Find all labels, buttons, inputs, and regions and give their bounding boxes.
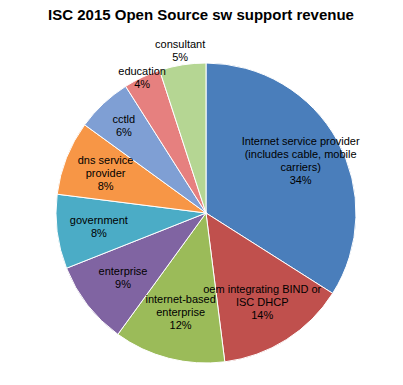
slice-label: government	[70, 214, 128, 226]
labels: Internet service provider(includes cable…	[70, 38, 360, 331]
slice-value-label: 12%	[170, 319, 192, 331]
slice-value-label: 6%	[116, 126, 132, 138]
slice-value-label: 8%	[91, 227, 107, 239]
slice-label: education	[118, 65, 166, 77]
slice-label: dns serviceprovider	[78, 154, 134, 179]
slice-value-label: 4%	[134, 78, 150, 90]
slice-value-label: 14%	[251, 309, 273, 321]
slice-value-label: 34%	[290, 174, 312, 186]
chart-title: ISC 2015 Open Source sw support revenue	[48, 6, 354, 23]
chart-container: ISC 2015 Open Source sw support revenue I…	[0, 0, 403, 385]
pie-slice	[160, 63, 206, 213]
slice-value-label: 5%	[172, 51, 188, 63]
slice-label: Internet service provider(includes cable…	[242, 135, 360, 173]
slice-label: consultant	[155, 38, 205, 50]
slice-label: internet-basedenterprise	[145, 293, 215, 318]
slice-label: enterprise	[99, 265, 148, 277]
slice-label: oem integrating BIND orISC DHCP	[203, 283, 321, 308]
slices	[56, 63, 356, 363]
pie-chart: ISC 2015 Open Source sw support revenue I…	[0, 0, 403, 385]
slice-value-label: 8%	[98, 180, 114, 192]
slice-value-label: 9%	[115, 278, 131, 290]
slice-label: cctld	[113, 113, 136, 125]
